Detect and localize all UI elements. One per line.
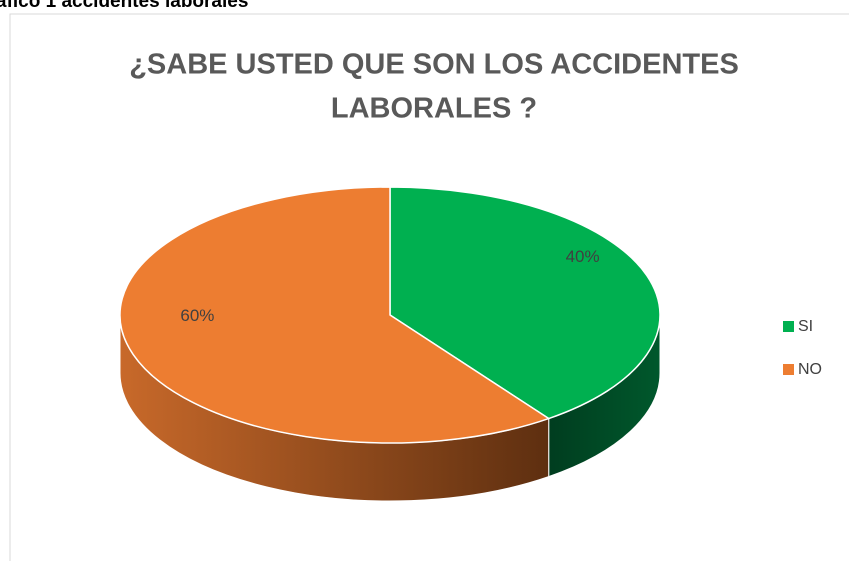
- slice: [389, 186, 661, 420]
- caption: áfico 1 accidentes laborales: [0, 0, 248, 12]
- legend-label: NO: [798, 361, 822, 378]
- legend-label: SI: [798, 318, 813, 335]
- legend-swatch: [783, 321, 794, 332]
- slice: [119, 186, 551, 444]
- legend-swatch: [783, 364, 794, 375]
- chart-title: ¿SABE USTED QUE SON LOS ACCIDENTES: [129, 49, 739, 81]
- chart-title: LABORALES ?: [331, 93, 537, 125]
- data-label: 40%: [566, 247, 600, 266]
- data-label: 60%: [180, 306, 214, 325]
